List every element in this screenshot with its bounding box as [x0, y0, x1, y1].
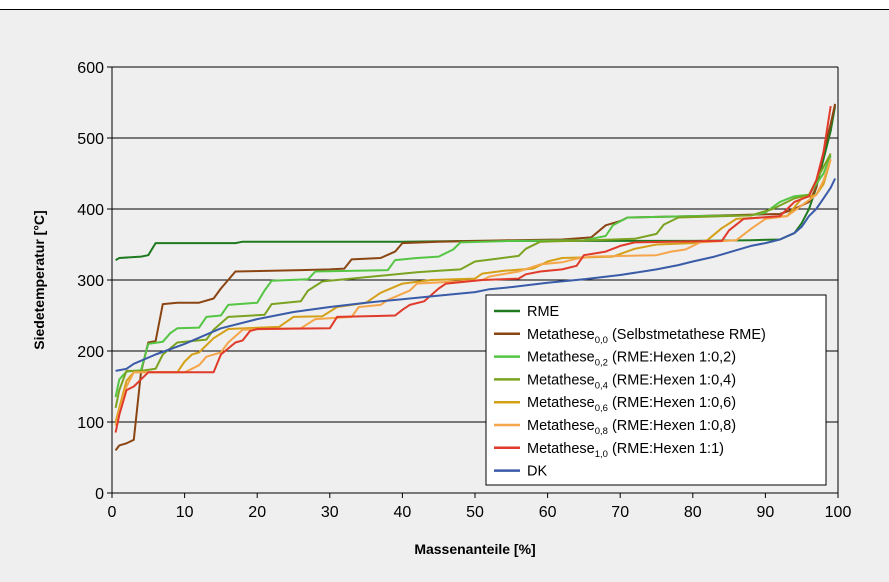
y-tick-label-500: 500 [77, 131, 104, 148]
series-line-6 [114, 105, 832, 433]
series-line-5 [114, 158, 832, 426]
legend-label-3: Metathese0,4 (RME:Hexen 1:0,4) [527, 372, 736, 391]
y-tick-label-200: 200 [77, 344, 104, 361]
x-tick-label-30: 30 [321, 504, 339, 521]
legend-box [485, 294, 827, 486]
legend-label-0: RME [527, 304, 560, 320]
x-tick-label-10: 10 [176, 504, 194, 521]
y-tick-label-600: 600 [77, 60, 104, 77]
series-line-4 [114, 159, 832, 423]
x-tick-label-0: 0 [108, 504, 117, 521]
x-tick-label-80: 80 [684, 504, 702, 521]
x-tick-label-90: 90 [757, 504, 775, 521]
legend-label-2: Metathese0,2 (RME:Hexen 1:0,2) [527, 350, 736, 369]
y-tick-label-300: 300 [77, 273, 104, 290]
series-line-0 [115, 105, 837, 261]
x-tick-label-70: 70 [611, 504, 629, 521]
legend-label-6: Metathese1,0 (RME:Hexen 1:1) [527, 441, 724, 460]
x-tick-label-40: 40 [394, 504, 412, 521]
y-tick-label-100: 100 [77, 415, 104, 432]
x-axis-title: Massenanteile [%] [414, 541, 535, 557]
legend-label-7: DK [527, 464, 547, 480]
x-tick-label-20: 20 [248, 504, 266, 521]
x-tick-label-60: 60 [539, 504, 557, 521]
x-tick-label-50: 50 [466, 504, 484, 521]
y-tick-label-0: 0 [95, 486, 104, 503]
legend-label-4: Metathese0,6 (RME:Hexen 1:0,6) [527, 395, 736, 414]
legend-label-5: Metathese0,8 (RME:Hexen 1:0,8) [527, 418, 736, 437]
y-tick-label-400: 400 [77, 202, 104, 219]
top-rule [0, 9, 889, 10]
series-line-7 [115, 178, 837, 372]
legend-label-1: Metathese0,0 (Selbstmetathese RME) [527, 327, 766, 346]
x-tick-label-100: 100 [825, 504, 852, 521]
series-line-3 [114, 153, 832, 409]
y-axis-title: Siedetemperatur [°C] [31, 210, 47, 349]
series-line-1 [114, 103, 837, 451]
